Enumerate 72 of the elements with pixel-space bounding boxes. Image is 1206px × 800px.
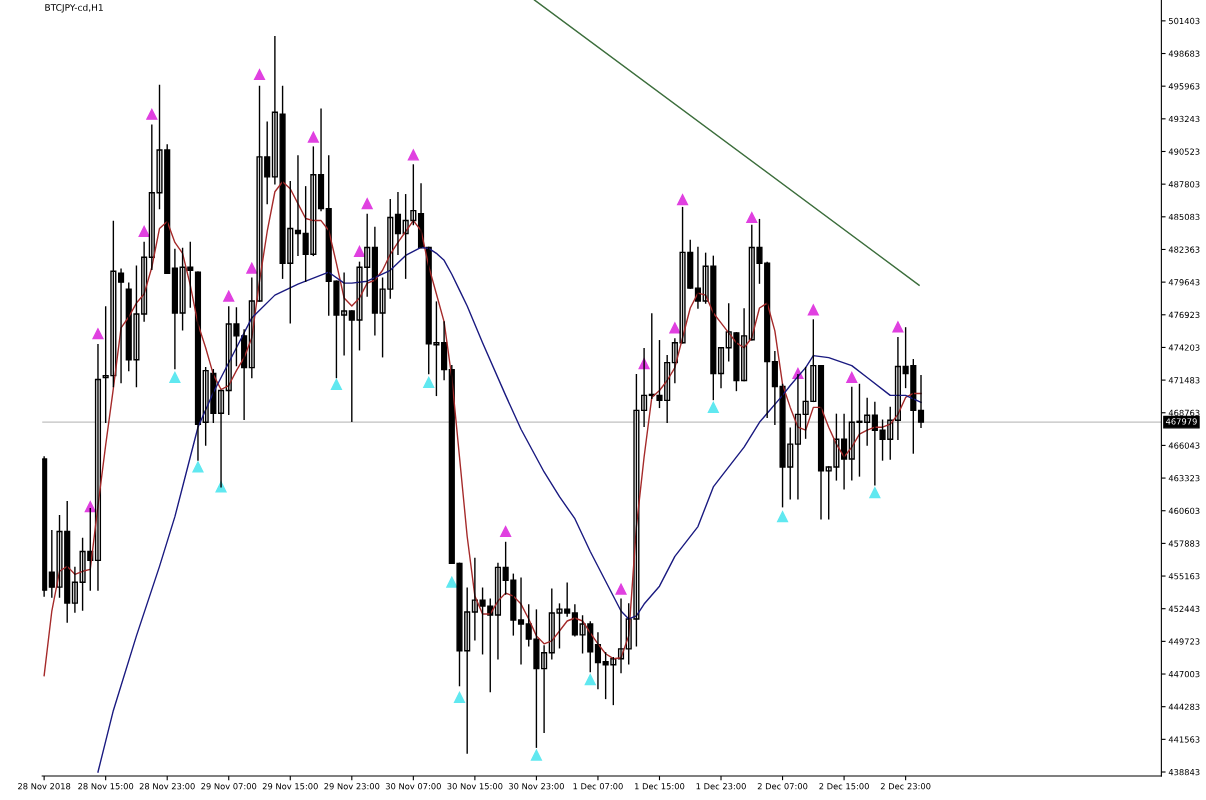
point [169,371,181,384]
x-tick-label: 28 Nov 23:00 [139,783,195,790]
ref-line-label: 467979 [1165,418,1197,425]
y-tick-label: 493243 [1168,115,1200,123]
y-tick-label: 476923 [1168,311,1200,319]
point [746,212,758,224]
x-tick-label: 29 Nov 15:00 [262,783,318,790]
point [869,487,881,499]
point [192,461,204,473]
y-tick-label: 479643 [1168,279,1200,286]
x-tick-label: 1 Dec 07:00 [573,783,623,790]
y-tick-label: 463323 [1168,475,1200,482]
x-tick-label: 2 Dec 15:00 [819,783,869,790]
point [807,304,819,316]
y-tick-label: 485083 [1168,213,1200,221]
y-tick-label: 449723 [1168,638,1200,645]
y-tick-label: 452443 [1168,605,1200,612]
point [307,131,319,143]
y-tick-label: 498683 [1168,50,1200,57]
y-tick-label: 482363 [1168,246,1200,253]
x-tick-label: 28 Nov 2018 [18,783,71,790]
y-tick-label: 490523 [1168,148,1200,155]
point [500,525,512,538]
y-tick-label: 457883 [1168,540,1200,547]
x-tick-label: 29 Nov 23:00 [324,783,380,790]
point [530,749,542,761]
y-tick-label: 444283 [1168,703,1200,710]
point [776,511,789,523]
y-tick-label: 441563 [1168,736,1200,743]
y-tick-label: 447003 [1168,671,1200,678]
point [407,149,419,161]
point [423,376,435,389]
point [146,108,158,120]
x-tick-label: 30 Nov 15:00 [447,783,503,790]
point [361,198,373,210]
x-tick-label: 2 Dec 07:00 [757,783,808,790]
point [92,328,104,340]
x-tick-label: 2 Dec 23:00 [880,783,931,790]
x-tick-label: 30 Nov 23:00 [508,783,564,790]
point [584,674,596,686]
y-tick-label: 468763 [1168,409,1200,417]
line-series [43,181,922,677]
point [446,576,458,588]
chart-title: BTCJPY-cd,H1 [45,3,103,13]
y-tick-label: 487803 [1168,181,1200,188]
y-tick-label: 471483 [1168,377,1200,384]
x-tick-label: 28 Nov 15:00 [78,783,134,790]
point [707,401,719,413]
x-tick-label: 1 Dec 15:00 [635,783,685,790]
point [615,583,627,595]
x-tick-label: 29 Nov 07:00 [201,783,257,790]
point [353,245,366,257]
point [138,225,150,238]
y-tick-label: 495963 [1168,83,1200,90]
point [246,262,258,274]
y-tick-label: 438843 [1168,768,1200,776]
point [677,194,689,206]
y-tick-label: 501403 [1168,17,1200,25]
y-tick-label: 474203 [1168,344,1200,351]
point [892,321,904,333]
x-tick-label: 30 Nov 07:00 [385,783,441,790]
x-tick-label: 1 Dec 23:00 [696,783,746,790]
y-tick-label: 460603 [1168,507,1200,515]
line-series [97,246,922,773]
point [330,378,342,391]
point [453,691,466,704]
y-tick-label: 466043 [1168,442,1200,449]
point [846,371,858,384]
point [669,322,681,334]
point [253,69,266,81]
point [223,290,235,302]
y-tick-label: 455163 [1168,573,1200,580]
